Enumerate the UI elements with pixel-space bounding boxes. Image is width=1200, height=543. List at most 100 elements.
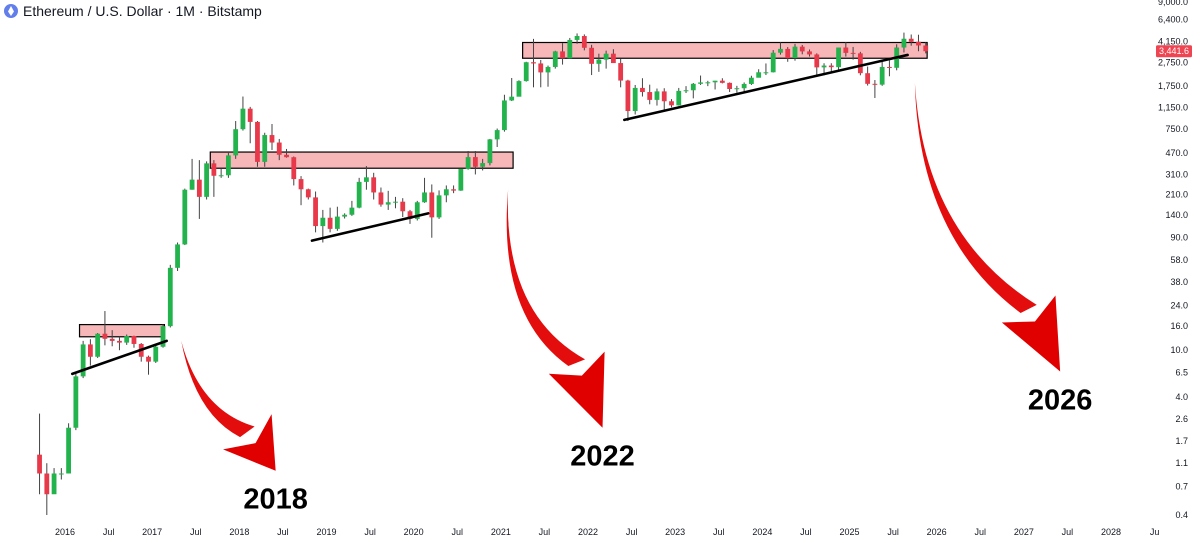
candle-body <box>255 121 260 162</box>
x-tick-label: 2027 <box>1014 527 1034 537</box>
candle <box>654 88 660 106</box>
candle-body <box>153 346 159 362</box>
candle-body <box>167 267 173 327</box>
candle-body <box>850 52 856 54</box>
candle-body <box>727 82 733 89</box>
candle <box>661 88 667 111</box>
candle <box>313 191 318 233</box>
candle-body <box>247 108 253 122</box>
candle-body <box>799 46 805 52</box>
candle-body <box>371 177 377 193</box>
x-tick-label: Jul <box>364 527 376 537</box>
candle-body <box>276 142 282 155</box>
candle <box>393 196 398 209</box>
candle <box>414 200 420 221</box>
x-tick-label: Jul <box>539 527 551 537</box>
candle-body <box>487 139 493 164</box>
candle <box>291 156 297 186</box>
y-tick-label: 1.7 <box>1175 436 1188 446</box>
y-tick-label: 4,150.0 <box>1158 37 1188 47</box>
candle <box>552 50 558 69</box>
resistance-zones <box>78 41 928 338</box>
symbol-title: Ethereum / U.S. Dollar · 1M · Bitstamp <box>23 3 262 19</box>
candle-body <box>640 87 645 93</box>
candle <box>843 42 849 57</box>
candle-body <box>58 473 64 475</box>
y-tick-label: 9,000.0 <box>1158 0 1188 7</box>
trendlines <box>70 53 909 376</box>
candle-body <box>872 83 878 85</box>
candle <box>632 84 638 115</box>
candle <box>531 38 536 88</box>
candle-body <box>705 82 711 84</box>
candle <box>523 61 529 82</box>
candle-body <box>284 154 289 158</box>
candle-body <box>414 202 420 219</box>
candle <box>385 190 391 210</box>
candle <box>226 152 231 178</box>
candle <box>799 44 805 55</box>
candle-body <box>516 81 522 97</box>
candle-body <box>719 80 725 83</box>
candle <box>247 106 253 144</box>
x-tick-label: 2018 <box>229 527 249 537</box>
year-label-2022: 2022 <box>570 441 635 473</box>
current-price-tag: 3,441.6 <box>1156 45 1192 58</box>
candle <box>211 160 217 197</box>
candle <box>683 86 689 94</box>
candle-body <box>233 129 239 156</box>
candle-body <box>654 91 660 100</box>
candle <box>727 82 733 93</box>
candle <box>872 80 878 98</box>
candle-body <box>407 211 413 219</box>
candle <box>378 187 384 207</box>
candle <box>349 200 355 216</box>
candle-body <box>770 52 776 73</box>
x-tick-label: Jul <box>626 527 638 537</box>
candle-body <box>44 473 50 495</box>
candle-body <box>291 157 297 180</box>
candle <box>763 63 769 76</box>
candle <box>828 63 834 72</box>
candle-body <box>240 108 246 130</box>
candle-body <box>509 96 515 101</box>
candle-body <box>676 90 682 106</box>
x-tick-label: 2017 <box>142 527 162 537</box>
candle-body <box>66 427 71 474</box>
candle <box>567 37 573 59</box>
candle <box>502 94 507 132</box>
ethereum-logo-icon <box>4 4 18 18</box>
candle <box>669 99 674 108</box>
candle <box>153 343 159 363</box>
y-tick-label: 140.0 <box>1165 210 1188 220</box>
red-arrow-body-2018 <box>181 340 255 438</box>
candle <box>923 42 929 54</box>
candle <box>472 150 478 175</box>
candle-body <box>712 80 718 83</box>
candle <box>879 61 885 86</box>
candle-body <box>117 340 122 343</box>
red-arrow-head-2022 <box>548 351 605 428</box>
y-tick-label: 6.5 <box>1175 367 1188 377</box>
candle <box>865 66 871 86</box>
candles <box>37 32 929 515</box>
candle <box>189 158 195 190</box>
y-tick-label: 750.0 <box>1165 124 1188 134</box>
candle-body <box>51 473 57 495</box>
candle-body <box>356 181 362 208</box>
x-tick-label: 2016 <box>55 527 75 537</box>
x-tick-label: Ju <box>1150 527 1160 537</box>
x-tick-label: Jul <box>1062 527 1074 537</box>
candle-body <box>95 333 101 357</box>
candle-body <box>734 88 740 90</box>
candle-body <box>916 41 921 46</box>
candle-body <box>298 179 304 190</box>
candle-body <box>218 175 224 177</box>
candle-body <box>763 72 769 74</box>
candle-body <box>857 53 863 74</box>
candle <box>218 168 224 178</box>
candle-body <box>109 338 115 341</box>
x-tick-label: 2028 <box>1101 527 1121 537</box>
